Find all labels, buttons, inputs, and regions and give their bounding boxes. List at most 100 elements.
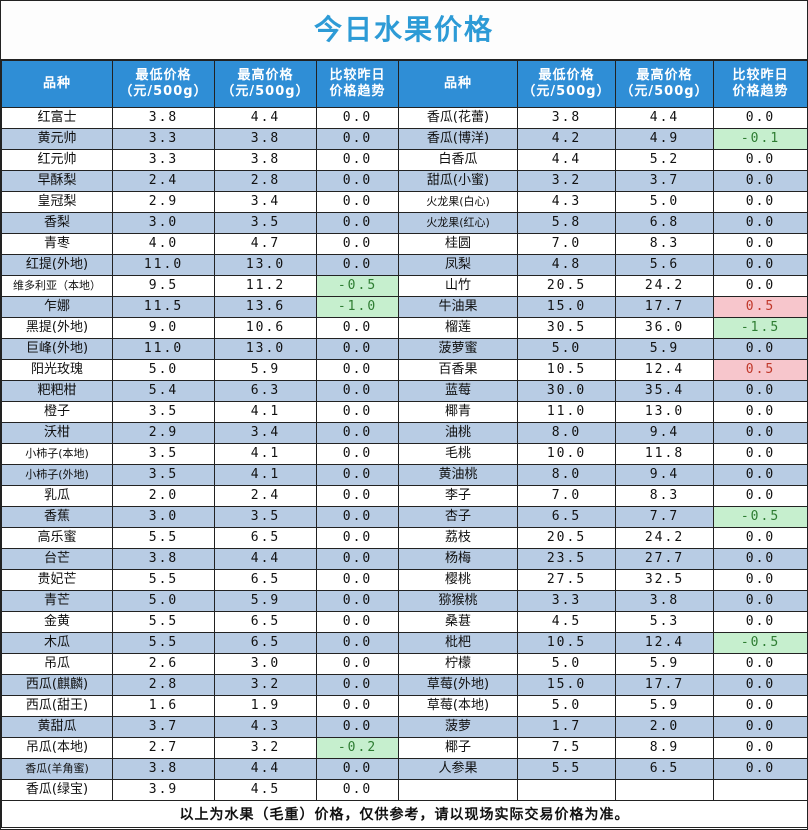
cell-max-price: 5.3 [615, 611, 714, 633]
cell-max-price: 4.3 [214, 716, 317, 738]
cell-name: 粑粑柑 [1, 380, 113, 402]
cell-trend: 0.0 [713, 674, 808, 696]
cell-min-price: 3.2 [517, 170, 616, 192]
cell-max-price: 3.5 [214, 212, 317, 234]
cell-min-price: 20.5 [517, 275, 616, 297]
cell-name: 桂圆 [398, 233, 518, 255]
cell-name: 西瓜(麒麟) [1, 674, 113, 696]
cell-name: 草莓(外地) [398, 674, 518, 696]
table-row: 小柿子(本地) 3.5 4.1 0.0 毛桃 10.0 11.8 0.0 [1, 443, 808, 465]
cell-max-price: 6.5 [615, 758, 714, 780]
cell-name: 樱桃 [398, 569, 518, 591]
cell-trend: 0.0 [713, 695, 808, 717]
table-row: 早酥梨 2.4 2.8 0.0 甜瓜(小蜜) 3.2 3.7 0.0 [1, 170, 808, 192]
cell-max-price: 12.4 [615, 359, 714, 381]
table-row: 香梨 3.0 3.5 0.0 火龙果(红心) 5.8 6.8 0.0 [1, 212, 808, 234]
header-name: 品种 [398, 60, 518, 108]
table-row: 高乐蜜 5.5 6.5 0.0 荔枝 20.5 24.2 0.0 [1, 527, 808, 549]
cell-name: 李子 [398, 485, 518, 507]
cell-min-price: 2.9 [112, 191, 215, 213]
cell-trend: 0.0 [713, 548, 808, 570]
cell-max-price: 7.7 [615, 506, 714, 528]
cell-trend: 0.0 [713, 590, 808, 612]
cell-min-price: 30.0 [517, 380, 616, 402]
cell-min-price: 2.8 [112, 674, 215, 696]
cell-name: 吊瓜(本地) [1, 737, 113, 759]
cell-name: 青芒 [1, 590, 113, 612]
cell-name: 香瓜(花蕾) [398, 107, 518, 129]
cell-name: 榴莲 [398, 317, 518, 339]
cell-trend: -0.5 [713, 506, 808, 528]
cell-min-price: 1.7 [517, 716, 616, 738]
cell-max-price: 13.6 [214, 296, 317, 318]
cell-trend: 0.0 [713, 422, 808, 444]
cell-max-price: 5.9 [214, 590, 317, 612]
cell-name: 金黄 [1, 611, 113, 633]
cell-min-price: 3.5 [112, 401, 215, 423]
cell-max-price: 32.5 [615, 569, 714, 591]
cell-name: 菠萝 [398, 716, 518, 738]
cell-trend: 0.0 [713, 254, 808, 276]
cell-trend: -1.5 [713, 317, 808, 339]
cell-trend: 0.0 [713, 380, 808, 402]
cell-min-price: 11.0 [517, 401, 616, 423]
cell-name: 牛油果 [398, 296, 518, 318]
cell-name: 高乐蜜 [1, 527, 113, 549]
cell-trend: 0.0 [316, 233, 399, 255]
cell-max-price: 11.2 [214, 275, 317, 297]
cell-name: 凤梨 [398, 254, 518, 276]
cell-name: 油桃 [398, 422, 518, 444]
cell-name: 维多利亚（本地） [1, 275, 113, 297]
cell-max-price: 13.0 [615, 401, 714, 423]
cell-min-price: 2.0 [112, 485, 215, 507]
cell-min-price: 5.0 [112, 359, 215, 381]
cell-trend: 0.0 [316, 107, 399, 129]
cell-name: 香蕉 [1, 506, 113, 528]
cell-min-price: 4.3 [517, 191, 616, 213]
cell-name: 白香瓜 [398, 149, 518, 171]
cell-min-price: 7.5 [517, 737, 616, 759]
cell-max-price: 12.4 [615, 632, 714, 654]
cell-max-price: 8.9 [615, 737, 714, 759]
cell-name: 香梨 [1, 212, 113, 234]
cell-min-price: 5.5 [112, 527, 215, 549]
table-row: 乳瓜 2.0 2.4 0.0 李子 7.0 8.3 0.0 [1, 485, 808, 507]
cell-max-price: 8.3 [615, 485, 714, 507]
table-row: 皇冠梨 2.9 3.4 0.0 火龙果(白心) 4.3 5.0 0.0 [1, 191, 808, 213]
table-row: 黑提(外地) 9.0 10.6 0.0 榴莲 30.5 36.0 -1.5 [1, 317, 808, 339]
table-row: 香瓜(绿宝) 3.9 4.5 0.0 [1, 779, 808, 801]
cell-name: 黄油桃 [398, 464, 518, 486]
cell-trend: 0.0 [713, 527, 808, 549]
cell-max-price: 13.0 [214, 338, 317, 360]
cell-name: 杨梅 [398, 548, 518, 570]
cell-name: 荔枝 [398, 527, 518, 549]
cell-max-price: 6.5 [214, 527, 317, 549]
cell-max-price [615, 779, 714, 801]
cell-name: 枇杷 [398, 632, 518, 654]
cell-name: 山竹 [398, 275, 518, 297]
cell-max-price: 3.0 [214, 653, 317, 675]
cell-max-price: 4.4 [214, 107, 317, 129]
cell-name: 甜瓜(小蜜) [398, 170, 518, 192]
cell-max-price: 35.4 [615, 380, 714, 402]
cell-trend: 0.0 [316, 464, 399, 486]
cell-trend: 0.0 [316, 716, 399, 738]
cell-name: 柠檬 [398, 653, 518, 675]
cell-min-price: 5.0 [517, 695, 616, 717]
cell-min-price: 8.0 [517, 464, 616, 486]
cell-min-price: 9.5 [112, 275, 215, 297]
cell-max-price: 4.7 [214, 233, 317, 255]
cell-name: 黄元帅 [1, 128, 113, 150]
cell-name: 木瓜 [1, 632, 113, 654]
cell-trend: 0.0 [316, 170, 399, 192]
cell-name: 火龙果(白心) [398, 191, 518, 213]
table-row: 香蕉 3.0 3.5 0.0 杏子 6.5 7.7 -0.5 [1, 506, 808, 528]
cell-min-price: 15.0 [517, 296, 616, 318]
cell-name: 台芒 [1, 548, 113, 570]
cell-trend: 0.0 [713, 149, 808, 171]
cell-trend: 0.0 [713, 212, 808, 234]
table-row: 黄甜瓜 3.7 4.3 0.0 菠萝 1.7 2.0 0.0 [1, 716, 808, 738]
cell-max-price: 2.0 [615, 716, 714, 738]
cell-max-price: 5.6 [615, 254, 714, 276]
cell-min-price: 5.5 [112, 611, 215, 633]
